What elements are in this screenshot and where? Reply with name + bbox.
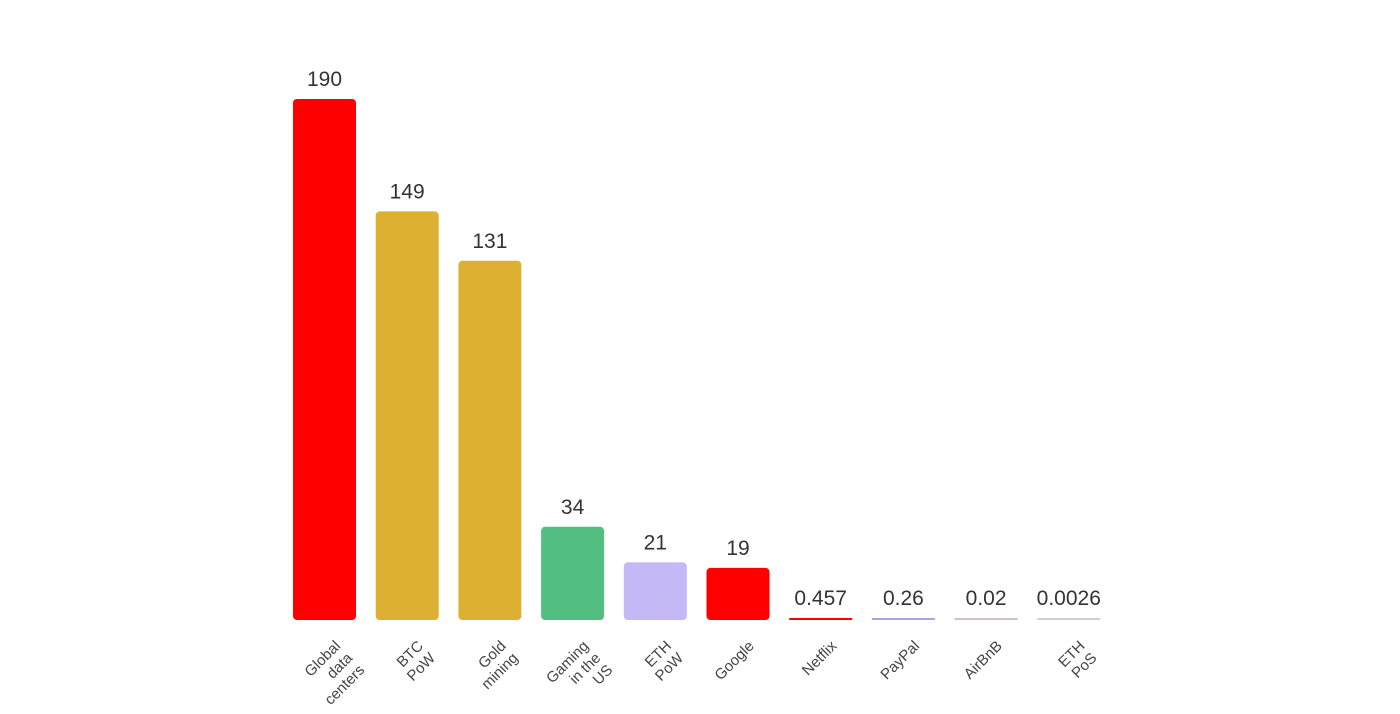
category-label-0: Globaldatacenters — [297, 637, 368, 708]
bar-4 — [623, 562, 687, 620]
value-labels-group: 190 149 131 34 21 19 0.457 0.26 0.02 0.0026 — [307, 68, 1101, 610]
category-label-6: Netflix — [799, 637, 841, 679]
value-label-9: 0.0026 — [1037, 587, 1101, 610]
value-label-8: 0.02 — [966, 587, 1007, 610]
bar-7 — [871, 618, 935, 620]
category-label-line: PayPal — [877, 638, 923, 684]
category-label-line: Netflix — [799, 637, 841, 679]
value-label-0: 190 — [307, 68, 342, 91]
bar-8 — [954, 618, 1018, 620]
bar-6 — [789, 618, 853, 620]
value-label-6: 0.457 — [794, 587, 847, 610]
value-label-4: 21 — [644, 531, 667, 554]
category-label-4: ETHPoW — [640, 637, 688, 685]
bar-9 — [1037, 618, 1101, 620]
value-label-5: 19 — [726, 537, 749, 560]
category-label-3: Gamingin theUS — [543, 638, 616, 711]
value-label-3: 34 — [561, 496, 585, 519]
bar-1 — [375, 211, 439, 620]
bar-5 — [706, 567, 770, 620]
category-label-5: Google — [711, 638, 757, 684]
category-label-9: ETHPoS — [1055, 638, 1100, 683]
value-label-1: 149 — [390, 180, 425, 203]
category-label-line: Google — [711, 638, 757, 684]
bar-2 — [458, 260, 522, 620]
bar-0 — [293, 99, 356, 620]
category-label-8: AirBnB — [961, 638, 1006, 683]
bars-group — [293, 99, 1101, 620]
category-label-7: PayPal — [877, 638, 923, 684]
category-labels-group: Globaldatacenters BTCPoW Goldmining Gamingi… — [297, 637, 1100, 711]
bar-3 — [541, 526, 605, 620]
category-label-line: AirBnB — [961, 638, 1006, 683]
category-label-2: Goldmining — [466, 638, 521, 693]
value-label-7: 0.26 — [883, 587, 924, 610]
category-label-1: BTCPoW — [392, 637, 440, 685]
value-label-2: 131 — [472, 230, 507, 253]
